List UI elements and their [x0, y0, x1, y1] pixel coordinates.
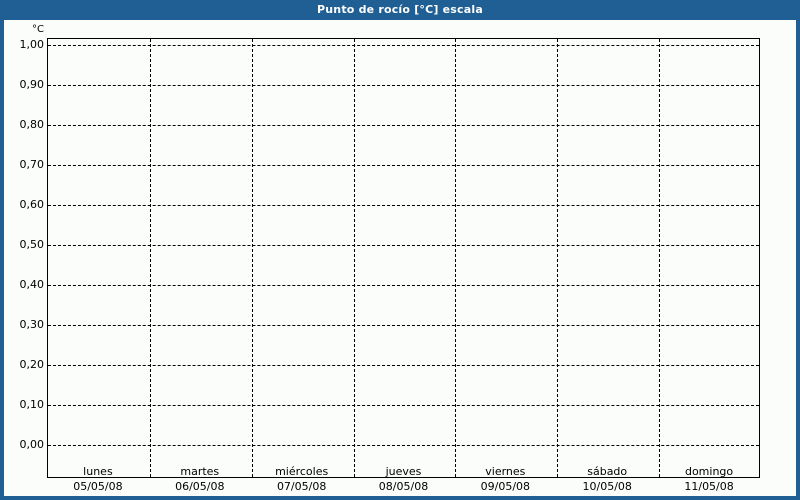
x-axis-date-label: 07/05/08: [276, 480, 327, 493]
gridline-horizontal: [48, 325, 759, 326]
x-axis-date-label: 09/05/08: [480, 480, 531, 493]
plot-area: [47, 38, 760, 478]
x-axis-tick-label: lunes 05/05/08: [28, 464, 168, 494]
x-axis-tick-label: jueves 08/05/08: [334, 464, 474, 494]
x-axis-tick-label: miércoles 07/05/08: [232, 464, 372, 494]
x-axis-day-label: domingo: [684, 465, 734, 478]
gridline-horizontal: [48, 285, 759, 286]
window-title-bar: Punto de rocío [°C] escala: [4, 0, 796, 20]
gridline-vertical: [455, 39, 457, 477]
x-axis-day-label: lunes: [83, 465, 113, 478]
x-axis-date-label: 06/05/08: [175, 480, 225, 493]
x-axis-date-label: 05/05/08: [73, 480, 123, 493]
y-axis-tick-label: 0,50: [19, 238, 45, 251]
y-axis-unit-label: °C: [32, 24, 44, 35]
y-axis-tick-label: 0,80: [19, 118, 45, 131]
x-axis-tick-label: viernes 09/05/08: [435, 464, 575, 494]
gridline-vertical: [353, 39, 355, 477]
x-axis-day-label: jueves: [385, 465, 422, 478]
x-axis-tick-label: martes 06/05/08: [130, 464, 270, 494]
gridline-horizontal: [48, 405, 759, 406]
gridline-vertical: [659, 39, 661, 477]
x-axis-day-label: martes: [180, 465, 220, 478]
gridline-horizontal: [48, 85, 759, 86]
gridline-horizontal: [48, 45, 759, 46]
x-axis-date-label: 10/05/08: [582, 480, 632, 493]
gridline-vertical: [149, 39, 151, 477]
x-axis-tick-label: domingo 11/05/08: [639, 464, 779, 494]
gridline-vertical: [251, 39, 253, 477]
gridline-vertical: [557, 39, 559, 477]
gridline-horizontal: [48, 205, 759, 206]
x-axis-date-label: 11/05/08: [684, 480, 734, 493]
y-axis-tick-label: 1,00: [19, 38, 45, 51]
gridline-horizontal: [48, 165, 759, 166]
x-axis-day-label: sábado: [587, 465, 628, 478]
x-axis-date-label: 08/05/08: [378, 480, 429, 493]
y-axis-tick-label: 0,30: [19, 318, 45, 331]
y-axis-tick-label: 0,40: [19, 278, 45, 291]
chart-canvas: °C 0,00 0,10 0,20 0,30 0,40 0,50 0,60 0,70 0,80 0…: [4, 20, 796, 496]
y-axis-tick-label: 0,60: [19, 198, 45, 211]
x-axis-tick-label: sábado 10/05/08: [537, 464, 677, 494]
y-axis-tick-label: 0,00: [19, 438, 45, 451]
gridline-horizontal: [48, 125, 759, 126]
y-axis-tick-label: 0,10: [19, 398, 45, 411]
y-axis-tick-label: 0,90: [19, 78, 45, 91]
x-axis-day-label: viernes: [485, 465, 526, 478]
gridline-horizontal: [48, 245, 759, 246]
y-axis-tick-label: 0,20: [19, 358, 45, 371]
x-axis-day-label: miércoles: [275, 465, 329, 478]
y-axis-tick-label: 0,70: [19, 158, 45, 171]
gridline-horizontal: [48, 365, 759, 366]
gridline-horizontal: [48, 445, 759, 446]
